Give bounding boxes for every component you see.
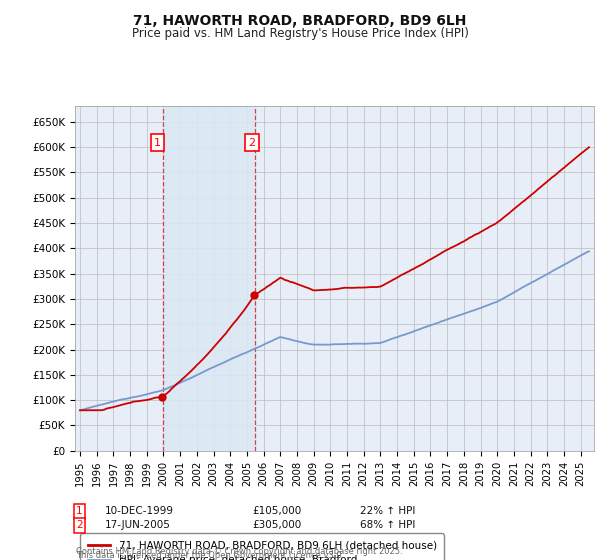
Text: 2: 2 bbox=[248, 138, 256, 148]
Text: £105,000: £105,000 bbox=[252, 506, 301, 516]
Text: 17-JUN-2005: 17-JUN-2005 bbox=[105, 520, 171, 530]
Text: 1: 1 bbox=[154, 138, 161, 148]
Text: 68% ↑ HPI: 68% ↑ HPI bbox=[360, 520, 415, 530]
Text: This data is licensed under the Open Government Licence v3.0.: This data is licensed under the Open Gov… bbox=[76, 551, 344, 560]
Text: Contains HM Land Registry data © Crown copyright and database right 2025.: Contains HM Land Registry data © Crown c… bbox=[76, 547, 403, 556]
Bar bbox=[163, 106, 254, 451]
Text: Price paid vs. HM Land Registry's House Price Index (HPI): Price paid vs. HM Land Registry's House … bbox=[131, 27, 469, 40]
Text: 2: 2 bbox=[76, 520, 83, 530]
Text: 71, HAWORTH ROAD, BRADFORD, BD9 6LH: 71, HAWORTH ROAD, BRADFORD, BD9 6LH bbox=[133, 14, 467, 28]
Text: 1: 1 bbox=[76, 506, 83, 516]
Text: £305,000: £305,000 bbox=[252, 520, 301, 530]
Legend: 71, HAWORTH ROAD, BRADFORD, BD9 6LH (detached house), HPI: Average price, detach: 71, HAWORTH ROAD, BRADFORD, BD9 6LH (det… bbox=[80, 534, 444, 560]
Text: 10-DEC-1999: 10-DEC-1999 bbox=[105, 506, 174, 516]
Text: 22% ↑ HPI: 22% ↑ HPI bbox=[360, 506, 415, 516]
